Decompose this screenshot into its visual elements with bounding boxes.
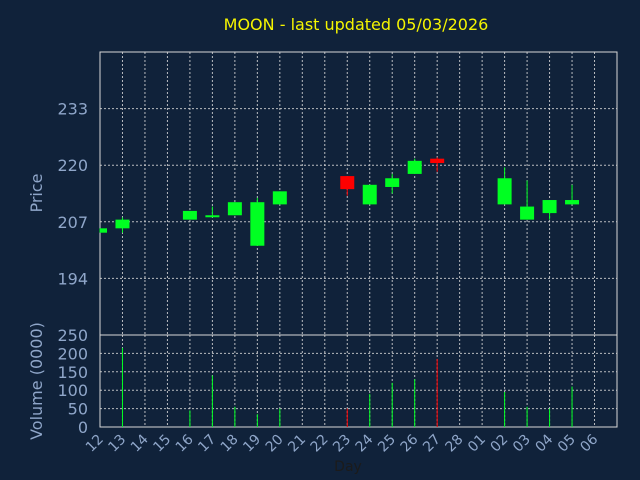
volume-y-tick-label: 250 (57, 326, 88, 345)
candle-body (362, 184, 377, 205)
price-y-tick-label: 220 (57, 156, 88, 175)
candle-body (227, 202, 242, 216)
candle-body (520, 206, 535, 220)
volume-bar (436, 358, 438, 427)
price-axis-label: Price (27, 173, 46, 212)
candle-body (272, 191, 287, 205)
volume-bar (369, 393, 371, 427)
x-axis-label: Day (334, 459, 362, 475)
volume-y-tick-label: 150 (57, 363, 88, 382)
price-y-tick-label: 207 (57, 213, 88, 232)
candle-body (205, 215, 220, 218)
volume-bar (346, 408, 348, 427)
candle-body (565, 200, 580, 205)
chart-title: MOON - last updated 05/03/2026 (224, 15, 489, 34)
candle-body (542, 200, 557, 214)
volume-y-tick-label: 50 (68, 400, 88, 419)
volume-y-tick-label: 100 (57, 381, 88, 400)
volume-bar (504, 392, 506, 427)
volume-panel-frame (99, 334, 618, 428)
candle-body (497, 178, 512, 205)
candle-body (430, 158, 445, 164)
volume-bar (526, 406, 528, 427)
volume-bar (571, 386, 573, 427)
volume-bar (391, 382, 393, 427)
volume-bar (279, 408, 281, 427)
candle-body (340, 176, 355, 190)
candles (99, 157, 580, 246)
volume-y-tick-label: 0 (78, 418, 88, 437)
volume-bar (549, 408, 551, 427)
price-y-tick-label: 194 (57, 269, 88, 288)
volume-bar (256, 414, 258, 427)
volume-bars (121, 347, 573, 427)
volume-axis-label: Volume (0000) (27, 322, 46, 440)
candle-body (182, 210, 197, 220)
candle-body (407, 160, 422, 174)
candle-body (250, 202, 265, 246)
volume-bar (414, 379, 416, 427)
candle-body (385, 178, 400, 187)
volume-bar (189, 410, 191, 427)
volume-y-tick-label: 200 (57, 344, 88, 363)
candle-body (115, 219, 130, 229)
volume-bar (211, 375, 213, 427)
x-ticks: 1213141516171819202122232425262728010203… (83, 431, 601, 455)
volume-bar (121, 347, 123, 427)
volume-bar (234, 406, 236, 427)
price-y-tick-label: 233 (57, 100, 88, 119)
candle-body (100, 228, 107, 233)
price-y-ticks: 194 207 220 233 (57, 100, 88, 289)
